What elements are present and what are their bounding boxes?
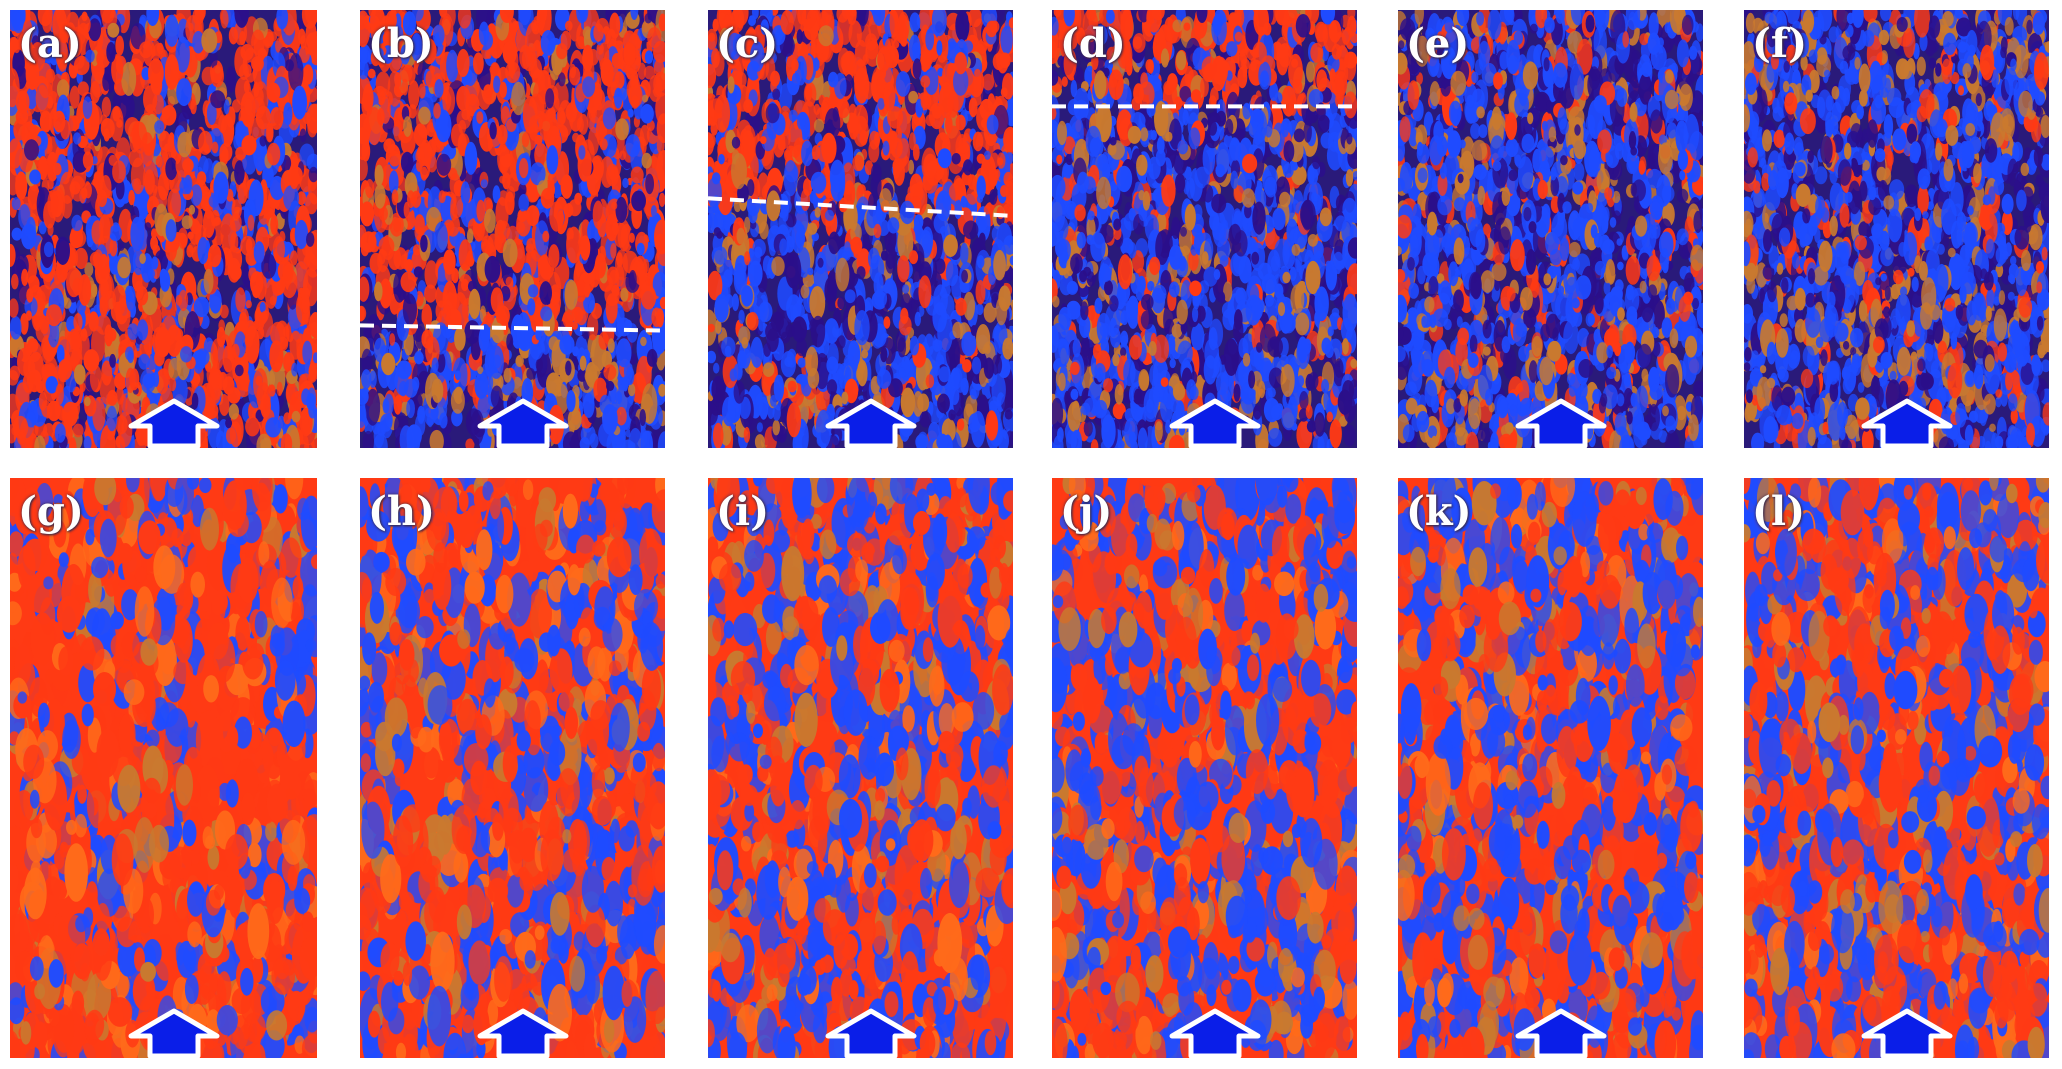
panel-label: (c) [716, 20, 779, 67]
speckle-texture [360, 10, 665, 448]
panel-label: (h) [368, 488, 435, 535]
speckle-texture [10, 10, 317, 448]
up-arrow-icon [1515, 1008, 1606, 1058]
up-arrow-icon [128, 1008, 219, 1058]
panel-k: (k) [1398, 478, 1703, 1058]
up-arrow-icon [1169, 398, 1260, 448]
panel-d: (d) [1052, 10, 1357, 448]
speckle-texture [360, 478, 665, 1058]
speckle-texture [10, 478, 317, 1058]
panel-i: (i) [708, 478, 1013, 1058]
panel-label: (a) [18, 20, 82, 67]
panel-a: (a) [10, 10, 317, 448]
panel-label: (j) [1060, 488, 1113, 535]
up-arrow-icon [477, 1008, 568, 1058]
panel-l: (l) [1744, 478, 2049, 1058]
panel-e: (e) [1398, 10, 1703, 448]
panel-label: (d) [1060, 20, 1126, 67]
panel-g: (g) [10, 478, 317, 1058]
panel-f: (f) [1744, 10, 2049, 448]
up-arrow-icon [477, 398, 568, 448]
panel-label: (l) [1752, 488, 1806, 535]
speckle-texture [1052, 10, 1357, 448]
panel-h: (h) [360, 478, 665, 1058]
speckle-texture [708, 478, 1013, 1058]
panel-label: (i) [716, 488, 770, 535]
panel-label: (g) [18, 488, 84, 535]
speckle-texture [1398, 10, 1703, 448]
speckle-texture [708, 10, 1013, 448]
panel-label: (f) [1752, 20, 1808, 67]
panel-label: (e) [1406, 20, 1470, 67]
panel-label: (k) [1406, 488, 1472, 535]
up-arrow-icon [825, 1008, 916, 1058]
panel-c: (c) [708, 10, 1013, 448]
speckle-texture [1744, 478, 2049, 1058]
up-arrow-icon [128, 398, 219, 448]
panel-j: (j) [1052, 478, 1357, 1058]
speckle-texture [1052, 478, 1357, 1058]
panel-label: (b) [368, 20, 434, 67]
speckle-texture [1744, 10, 2049, 448]
speckle-texture [1398, 478, 1703, 1058]
panel-b: (b) [360, 10, 665, 448]
up-arrow-icon [825, 398, 916, 448]
up-arrow-icon [1515, 398, 1606, 448]
up-arrow-icon [1169, 1008, 1260, 1058]
up-arrow-icon [1861, 1008, 1952, 1058]
up-arrow-icon [1861, 398, 1952, 448]
